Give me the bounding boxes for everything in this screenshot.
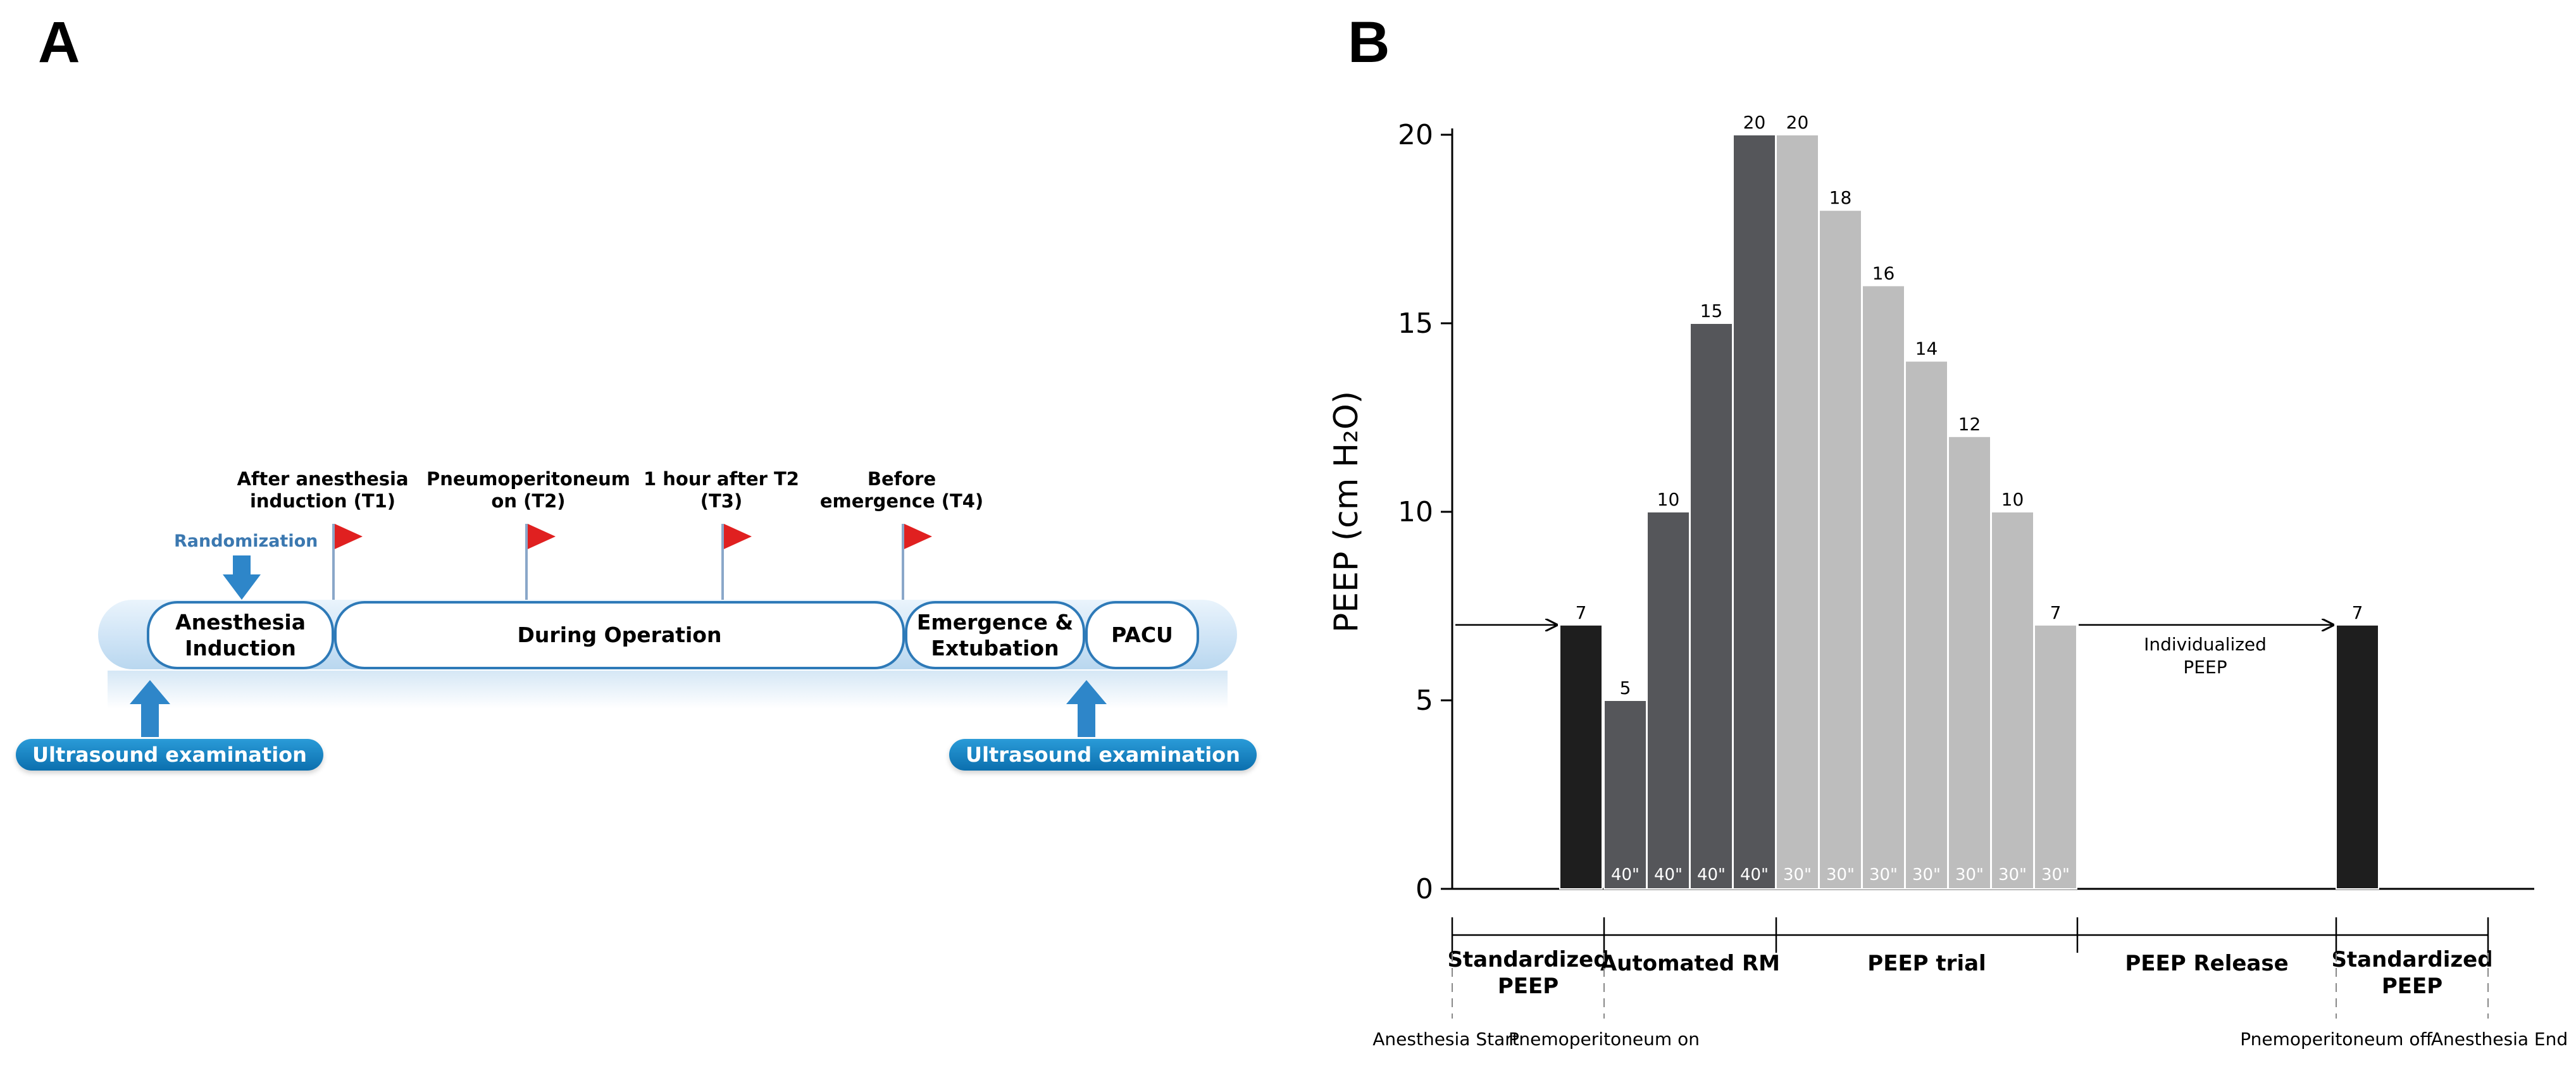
bar-value-label: 7 — [2352, 602, 2363, 623]
bar-duration-label: 40" — [1654, 865, 1683, 884]
panel-a-label: A — [38, 10, 80, 75]
ultrasound-badge-left: Ultrasound examination — [16, 739, 323, 771]
bar-duration-label: 40" — [1740, 865, 1769, 884]
bar — [1819, 209, 1862, 890]
panel-b-label: B — [1348, 10, 1390, 75]
event-label: Pnemoperitoneum off — [2240, 1029, 2432, 1050]
ultrasound-badge-right: Ultrasound examination — [949, 739, 1257, 771]
timepoint-label-t1: After anesthesia induction (T1) — [237, 468, 409, 512]
bar-value-label: 20 — [1786, 112, 1809, 133]
bar-duration-label: 30" — [1955, 865, 1984, 884]
bar-value-label: 10 — [2001, 489, 2024, 510]
bar — [1862, 285, 1905, 889]
flag-pole-t4 — [902, 524, 904, 601]
phase-label: PEEP Release — [2125, 951, 2288, 976]
individualized-peep-label-1: Individualized — [2144, 634, 2267, 655]
bar-duration-label: 40" — [1697, 865, 1726, 884]
timeline-shadow — [108, 671, 1228, 709]
bar — [1733, 134, 1776, 889]
bar-value-label: 7 — [2050, 602, 2062, 623]
bar-value-label: 18 — [1829, 187, 1852, 208]
bar — [1603, 700, 1647, 889]
bar-value-label: 16 — [1872, 263, 1895, 283]
bar-value-label: 10 — [1657, 489, 1680, 510]
ultrasound-arrow-right-icon — [1066, 680, 1107, 737]
phase-label: Automated RM — [1600, 951, 1780, 976]
y-tick-label: 15 — [1398, 307, 1433, 340]
phase-label-line2: PEEP — [1498, 974, 1559, 999]
phase-label-line2: PEEP — [2382, 974, 2442, 999]
timepoint-label-t3: 1 hour after T2 (T3) — [644, 468, 799, 512]
bar — [1776, 134, 1819, 889]
bar-value-label: 7 — [1576, 602, 1587, 623]
phase-label: Standardized — [1447, 947, 1608, 972]
phase-pacu: PACU — [1085, 601, 1199, 669]
bar — [1559, 624, 1603, 889]
bar-value-label: 12 — [1958, 414, 1981, 435]
timepoint-label-t2: Pneumoperitoneum on (T2) — [426, 468, 630, 512]
bar-value-label: 20 — [1743, 112, 1766, 133]
bar-duration-label: 30" — [1783, 865, 1812, 884]
phase-during-operation: During Operation — [334, 601, 905, 669]
y-tick-label: 5 — [1416, 685, 1433, 717]
bar-duration-label: 30" — [2041, 865, 2070, 884]
panel-a: A After anesthesia induction (T1) Pneumo… — [0, 0, 1278, 1066]
y-tick-label: 10 — [1398, 496, 1433, 528]
bar-value-label: 14 — [1915, 338, 1938, 359]
bar-duration-label: 30" — [1826, 865, 1855, 884]
y-axis-label: PEEP (cm H₂O) — [1328, 391, 1366, 633]
event-label: Anesthesia End — [2431, 1029, 2568, 1050]
bar — [1646, 511, 1690, 889]
flag-t1-icon — [335, 524, 363, 549]
timepoint-label-t4: Before emergence (T4) — [819, 468, 984, 512]
peep-chart: 0 5 10 15 20 PEEP (cm H₂O) 7 5 40" 10 40" 15 40" 20 40… — [1328, 112, 2568, 1050]
individualized-peep-label-2: PEEP — [2183, 657, 2227, 678]
ultrasound-arrow-left-icon — [130, 680, 170, 737]
bar-duration-label: 40" — [1611, 865, 1640, 884]
event-label: Pnemoperitoneum on — [1509, 1029, 1700, 1050]
flag-t2-icon — [528, 524, 556, 549]
bar — [1905, 360, 1948, 889]
bar — [1948, 435, 1991, 889]
flag-pole-t1 — [332, 524, 335, 601]
bar-duration-label: 30" — [1998, 865, 2027, 884]
phase-label: PEEP trial — [1867, 951, 1986, 976]
phase-label: Standardized — [2331, 947, 2492, 972]
bar-value-label: 15 — [1700, 301, 1723, 321]
bar-duration-label: 30" — [1869, 865, 1898, 884]
event-label: Anesthesia Start — [1372, 1029, 1519, 1050]
randomization-arrow-icon — [223, 555, 261, 600]
bar-value-label: 5 — [1620, 678, 1631, 698]
flag-t4-icon — [904, 524, 932, 549]
bar — [2034, 624, 2077, 889]
phase-emergence-extubation: Emergence & Extubation — [905, 601, 1085, 669]
flag-pole-t3 — [721, 524, 724, 601]
bar-duration-label: 30" — [1912, 865, 1941, 884]
bar — [1689, 323, 1733, 889]
bar — [1991, 511, 2034, 889]
flag-pole-t2 — [525, 524, 528, 601]
flag-t3-icon — [724, 524, 752, 549]
y-tick-label: 0 — [1416, 873, 1433, 905]
phase-anesthesia-induction: Anesthesia Induction — [147, 601, 334, 669]
panel-b: B 0 5 10 15 20 PEEP (cm H₂O) 7 5 40" 10 40" 15 40" 20… — [1278, 0, 2576, 1066]
bar — [2336, 624, 2379, 889]
randomization-label: Randomization — [174, 531, 318, 551]
y-tick-label: 20 — [1398, 119, 1433, 151]
